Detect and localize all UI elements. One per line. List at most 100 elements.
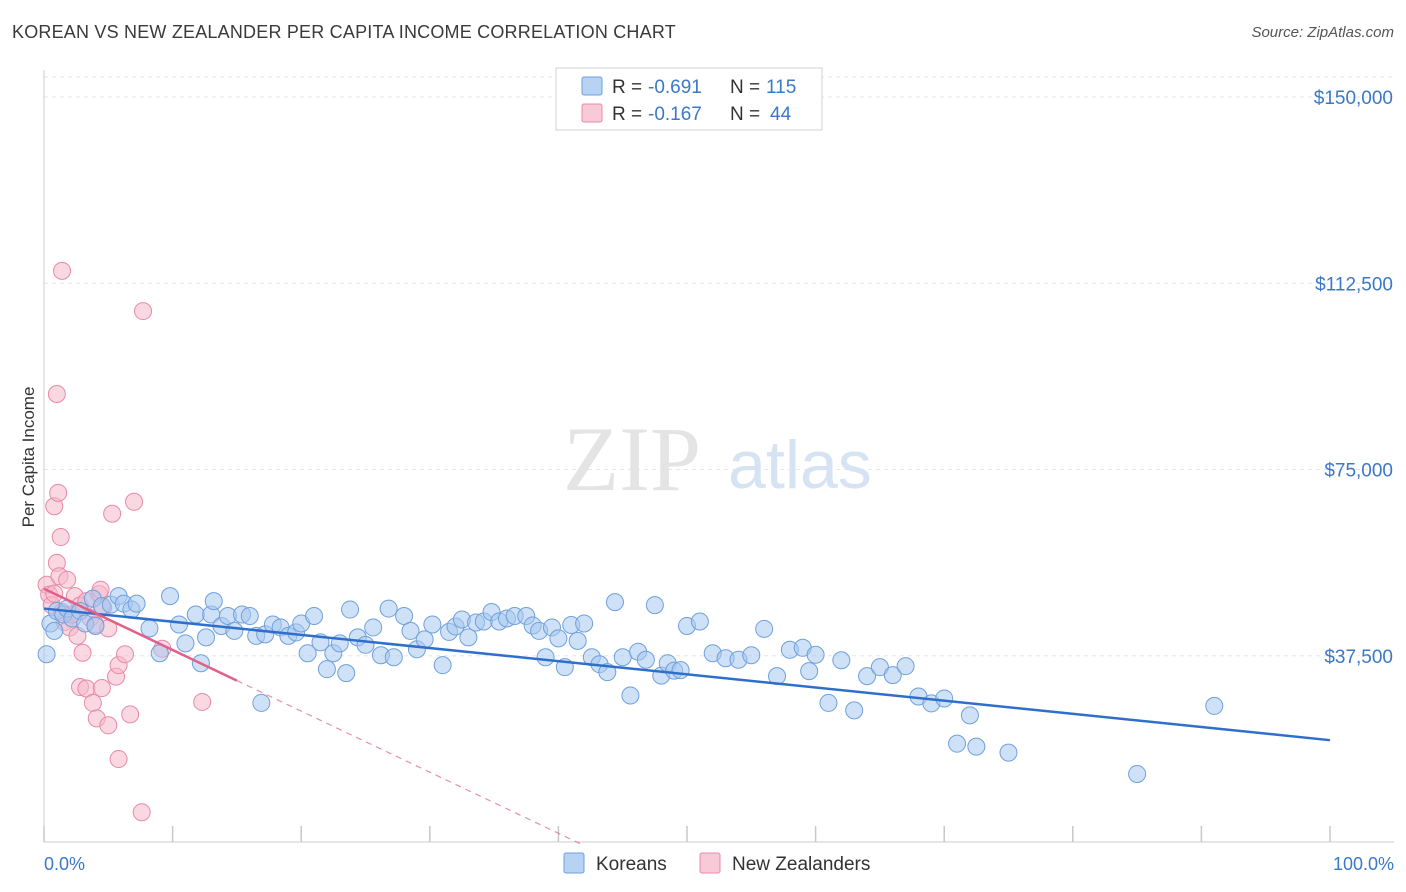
y-tick-label: $37,500 (1324, 647, 1393, 668)
new-zealanders-point (132, 803, 151, 822)
new-zealanders-point (49, 483, 68, 502)
koreans-point (415, 630, 434, 649)
legend-n-label-koreans: N = (730, 77, 760, 98)
koreans-point (186, 605, 205, 624)
koreans-point (536, 648, 555, 667)
new-zealanders-trend-line (43, 587, 238, 682)
koreans-point (161, 587, 180, 606)
koreans-point (613, 648, 632, 667)
new-zealanders-point (92, 679, 111, 698)
koreans-point (960, 706, 979, 725)
koreans-point (423, 615, 442, 634)
new-zealanders-point (134, 302, 153, 321)
new-zealanders-point (121, 705, 140, 724)
legend-r-label-new-zealanders: R = (612, 104, 642, 125)
koreans-point (806, 645, 825, 664)
source-credit: Source: ZipAtlas.com (1251, 24, 1394, 41)
koreans-point (819, 693, 838, 712)
y-axis-title: Per Capita Income (19, 387, 38, 528)
koreans-point (433, 656, 452, 675)
legend-n-label-new-zealanders: N = (730, 104, 760, 125)
legend-n-value-koreans: 115 (766, 77, 796, 98)
koreans-point (832, 651, 851, 670)
correlation-legend: R = -0.691 N = 115 R = -0.167 N = 44 (555, 67, 823, 131)
koreans-point (845, 701, 864, 720)
koreans-point (298, 644, 317, 663)
koreans-point (341, 600, 360, 619)
koreans-point (140, 619, 159, 638)
series-new-zealanders (37, 261, 212, 822)
koreans-point (45, 621, 64, 640)
koreans-point (127, 594, 146, 613)
koreans-point (858, 667, 877, 686)
koreans-point (671, 661, 690, 680)
koreans-point (356, 635, 375, 654)
y-tick-labels: $37,500 $75,000 $112,500 $150,000 (1314, 88, 1393, 668)
new-zealanders-point (47, 385, 66, 404)
koreans-trend-line (43, 607, 1331, 742)
koreans-point (395, 607, 414, 626)
new-zealanders-point (53, 261, 72, 280)
koreans-point (384, 648, 403, 667)
bottom-legend-label-koreans: Koreans (596, 854, 667, 875)
koreans-point (645, 596, 664, 615)
bottom-legend-label-new-zealanders: New Zealanders (732, 854, 870, 875)
koreans-point (568, 631, 587, 650)
koreans-point (800, 662, 819, 681)
new-zealanders-point (99, 716, 118, 735)
x-tick-label-min: 0.0% (44, 854, 85, 874)
new-zealanders-point (109, 750, 128, 769)
x-tick-label-max: 100.0% (1333, 854, 1394, 874)
y-tick-label: $75,000 (1324, 461, 1393, 482)
koreans-point (305, 607, 324, 626)
watermark-zip: ZIP (563, 408, 701, 510)
series-legend: Koreans New Zealanders (563, 852, 870, 875)
koreans-point (337, 664, 356, 683)
koreans-point (379, 599, 398, 618)
koreans-point (742, 646, 761, 665)
koreans-point (37, 645, 56, 664)
new-zealanders-point (58, 570, 77, 589)
new-zealanders-point (193, 692, 212, 711)
trend-lines (43, 587, 1331, 847)
bottom-legend-swatch-new-zealanders (699, 852, 721, 874)
koreans-point (317, 660, 336, 679)
koreans-point (575, 614, 594, 633)
new-zealanders-point (116, 645, 135, 664)
series-koreans (37, 587, 1224, 783)
bottom-legend-swatch-koreans (563, 852, 585, 874)
koreans-point (690, 612, 709, 631)
new-zealanders-point (103, 504, 122, 523)
koreans-point (883, 666, 902, 685)
koreans-point (755, 619, 774, 638)
legend-r-label-koreans: R = (612, 77, 642, 98)
koreans-point (1128, 764, 1147, 783)
new-zealanders-trend-extension (236, 680, 585, 847)
y-tick-label: $112,500 (1315, 274, 1393, 295)
watermark-atlas: atlas (728, 427, 872, 503)
legend-swatch-koreans (581, 76, 603, 96)
koreans-point (204, 592, 223, 611)
koreans-point (870, 658, 889, 677)
koreans-point (1205, 696, 1224, 715)
koreans-point (364, 618, 383, 637)
koreans-point (459, 628, 478, 647)
koreans-point (948, 734, 967, 753)
koreans-point (176, 634, 195, 653)
legend-swatch-new-zealanders (581, 103, 603, 123)
new-zealanders-point (83, 693, 102, 712)
legend-r-value-koreans: -0.691 (648, 77, 702, 98)
legend-n-value-new-zealanders: 44 (770, 104, 792, 125)
new-zealanders-point (125, 492, 144, 511)
chart-title: KOREAN VS NEW ZEALANDER PER CAPITA INCOM… (12, 22, 676, 42)
koreans-point (225, 621, 244, 640)
koreans-point (86, 616, 105, 635)
gridlines (44, 76, 1394, 657)
koreans-point (401, 621, 420, 640)
koreans-point (621, 686, 640, 705)
new-zealanders-point (73, 643, 92, 662)
koreans-point (896, 657, 915, 676)
koreans-point (935, 689, 954, 708)
koreans-point (636, 650, 655, 669)
